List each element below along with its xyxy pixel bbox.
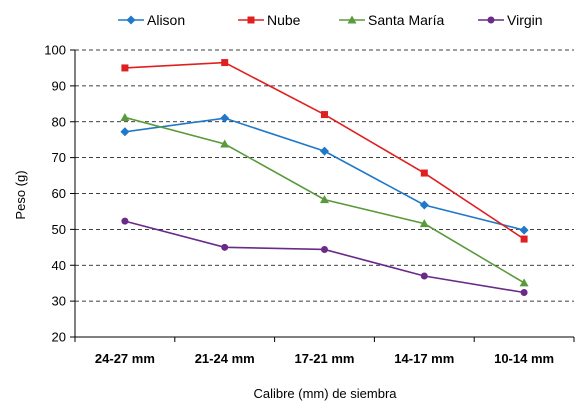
- point-alison-3: [419, 200, 429, 210]
- x-axis-title: Calibre (mm) de siembra: [253, 386, 397, 401]
- y-tick-label-100: 100: [44, 43, 66, 58]
- point-santa-maria-4: [519, 278, 529, 287]
- y-axis-ticks: 20 30 40 50 60 70 80 90 100: [44, 43, 75, 345]
- legend: Alison Nube Santa María Virgin: [118, 12, 543, 28]
- y-tick-label-90: 90: [52, 78, 66, 93]
- x-tick-label-21-24-mm: 21-24 mm: [195, 351, 255, 366]
- legend-label-alison: Alison: [147, 12, 185, 28]
- y-tick-label-20: 20: [52, 330, 66, 345]
- point-nube-1: [221, 59, 229, 67]
- y-tick-label-70: 70: [52, 150, 66, 165]
- y-tick-label-30: 30: [52, 294, 66, 309]
- point-nube-3: [420, 169, 428, 177]
- series-line-alison: [124, 117, 525, 231]
- series-virgin: [121, 217, 528, 297]
- series-santa-maria: [120, 112, 529, 287]
- point-nube-2: [321, 111, 328, 119]
- point-virgin-2: [321, 245, 328, 253]
- y-tick-label-50: 50: [52, 222, 66, 237]
- legend-marker-santa-maria: [347, 15, 357, 24]
- legend-marker-virgin: [487, 16, 495, 24]
- x-tick-label-10-14-mm: 10-14 mm: [494, 351, 554, 366]
- point-santa-maria-2: [320, 195, 329, 204]
- point-virgin-1: [221, 243, 229, 251]
- x-axis-ticks: 24-27 mm 21-24 mm 17-21 mm 14-17 mm 10-14 mm: [74, 337, 575, 366]
- y-axis-title: Peso (g): [13, 170, 28, 219]
- point-alison-4: [519, 225, 529, 235]
- legend-item-virgin: Virgin: [478, 12, 543, 28]
- x-tick-label-17-21-mm: 17-21 mm: [295, 351, 355, 366]
- gridlines: [75, 49, 574, 302]
- y-tick-label-40: 40: [52, 258, 66, 273]
- x-tick-label-24-27-mm: 24-27 mm: [95, 351, 155, 366]
- legend-label-virgin: Virgin: [507, 12, 543, 28]
- legend-item-nube: Nube: [238, 12, 301, 28]
- legend-marker-nube: [247, 16, 255, 24]
- point-santa-maria-1: [220, 139, 230, 148]
- series-layer: [120, 59, 529, 297]
- point-santa-maria-0: [120, 112, 130, 121]
- point-santa-maria-3: [419, 219, 429, 228]
- legend-marker-alison: [126, 15, 136, 25]
- point-nube-0: [121, 64, 129, 72]
- point-virgin-3: [420, 272, 428, 280]
- legend-item-alison: Alison: [118, 12, 185, 28]
- legend-label-santa-maria: Santa María: [368, 12, 444, 28]
- point-virgin-4: [520, 289, 528, 297]
- point-nube-4: [520, 235, 528, 243]
- legend-item-santa-maria: Santa María: [339, 12, 444, 28]
- point-virgin-0: [121, 217, 129, 225]
- y-tick-label-60: 60: [52, 186, 66, 201]
- point-alison-1: [220, 113, 230, 123]
- series-nube: [121, 59, 528, 243]
- axes: [74, 50, 574, 338]
- y-tick-label-80: 80: [52, 114, 66, 129]
- point-alison-0: [120, 127, 130, 137]
- x-tick-label-14-17-mm: 14-17 mm: [394, 351, 454, 366]
- point-alison-2: [320, 146, 329, 156]
- legend-label-nube: Nube: [267, 12, 301, 28]
- series-line-virgin: [124, 220, 525, 294]
- series-alison: [120, 113, 529, 235]
